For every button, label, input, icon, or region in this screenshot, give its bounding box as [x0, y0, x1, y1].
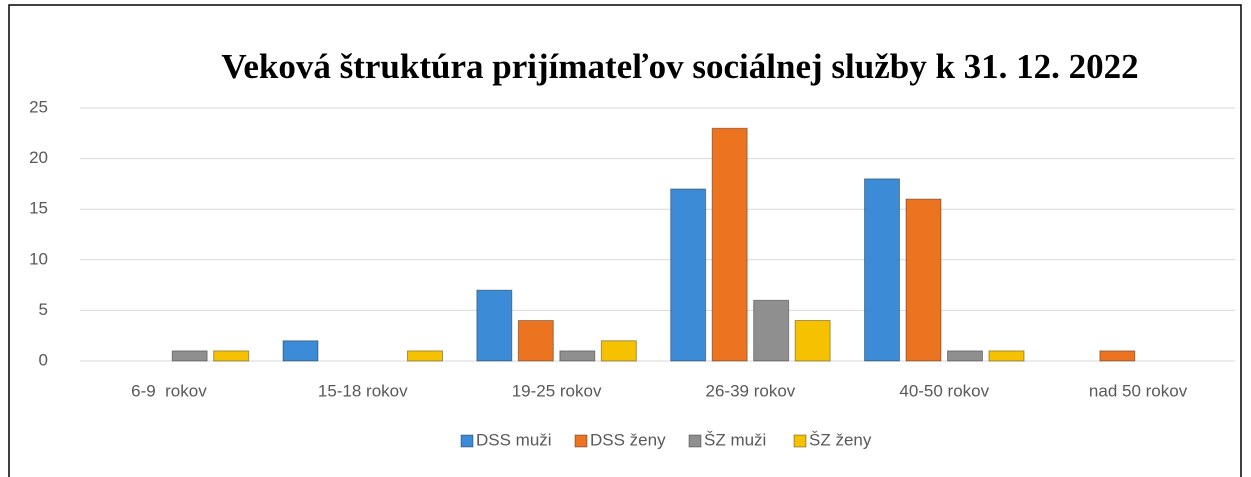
bar [1099, 350, 1136, 362]
legend-label: ŠZ ženy [809, 430, 872, 449]
bar [600, 340, 637, 362]
y-tick-label: 15 [29, 199, 48, 218]
bar [864, 178, 900, 362]
legend-swatch [793, 434, 807, 448]
bar [407, 350, 443, 362]
frame [8, 4, 1242, 477]
legend-label: ŠZ muži [704, 430, 766, 449]
x-tick-label: nad 50 rokov [1089, 381, 1188, 400]
x-tick-label: 26-39 rokov [706, 381, 796, 400]
legend-label: DSS ženy [590, 430, 666, 449]
legend-label: DSS muži [476, 430, 552, 449]
y-tick-label: 0 [39, 350, 48, 369]
chart-title: Veková štruktúra prijímateľov sociálnej … [221, 47, 1138, 86]
y-tick-label: 5 [39, 300, 48, 319]
y-tick-label: 10 [29, 249, 48, 268]
legend-swatch [688, 434, 702, 448]
bar [559, 350, 596, 362]
bar [517, 320, 554, 362]
y-tick-label: 25 [29, 97, 48, 116]
x-tick-label: 40-50 rokov [899, 381, 989, 400]
bar [711, 127, 748, 362]
bar [794, 320, 831, 362]
bar [670, 188, 707, 362]
x-tick-label: 19-25 rokov [512, 381, 602, 400]
bar [171, 350, 208, 362]
bar [988, 350, 1025, 362]
legend-swatch [460, 434, 474, 448]
legend-swatch [574, 434, 588, 448]
bar [905, 198, 942, 362]
bar [753, 299, 790, 362]
y-tick-label: 20 [29, 148, 48, 167]
bar [947, 350, 983, 362]
x-tick-label: 6-9 rokov [131, 381, 207, 400]
bar [282, 340, 319, 362]
x-tick-label: 15-18 rokov [318, 381, 408, 400]
bar [213, 350, 250, 362]
bar [476, 289, 513, 362]
